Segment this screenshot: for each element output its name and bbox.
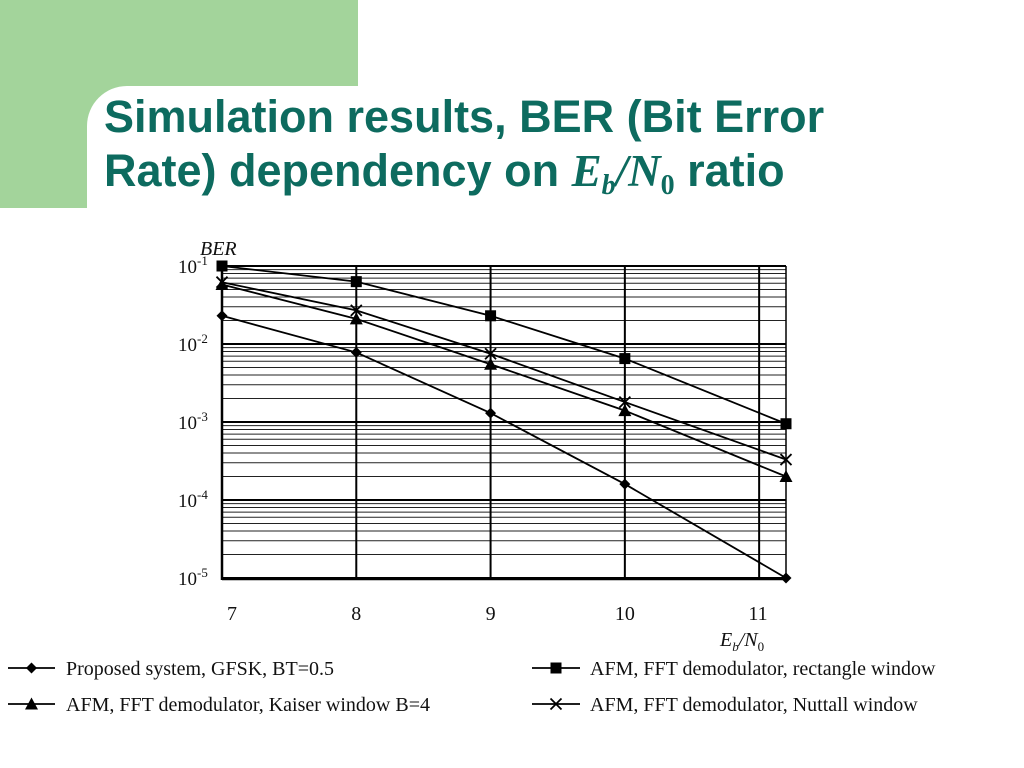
y-tick-exponent: -3	[197, 409, 208, 424]
title-card	[87, 86, 1024, 226]
y-tick-base: 10	[178, 413, 197, 434]
series-line-x	[221, 281, 787, 461]
x-axis-label: Eb/N0	[719, 629, 764, 654]
slide-title: Simulation results, BER (Bit Error Rate)…	[104, 90, 1004, 213]
x-axis-label-sub-b: b	[732, 639, 739, 654]
y-tick-label: 10-4	[178, 487, 208, 512]
y-tick-label: 10-1	[178, 253, 208, 278]
data-point-triangle	[215, 277, 229, 290]
data-point-square	[550, 662, 562, 674]
y-tick-exponent: -2	[197, 331, 208, 346]
legend-item: AFM, FFT demodulator, Nuttall window	[532, 694, 918, 716]
data-point-square	[350, 276, 362, 288]
data-point-diamond	[350, 346, 362, 358]
data-point-x	[350, 304, 363, 317]
legend-item: AFM, FFT demodulator, Kaiser window B=4	[8, 694, 430, 716]
x-tick-label: 9	[486, 603, 496, 625]
title-var-n: N	[628, 146, 661, 196]
data-point-diamond	[619, 478, 631, 490]
legend-item: Proposed system, GFSK, BT=0.5	[8, 658, 334, 680]
x-mark-stroke	[779, 453, 793, 466]
data-point-diamond	[216, 310, 228, 322]
y-tick-base: 10	[178, 335, 197, 356]
y-axis-label: BER	[200, 238, 237, 260]
data-point-triangle	[779, 470, 793, 483]
series-line-diamond	[221, 314, 787, 579]
data-point-square	[780, 418, 792, 430]
x-tick-label: 7	[227, 603, 237, 625]
data-point-x	[484, 347, 497, 360]
data-point-square	[619, 353, 631, 365]
x-mark-stroke	[549, 697, 563, 711]
data-point-diamond	[485, 407, 497, 419]
data-point-triangle	[618, 404, 632, 417]
data-point-triangle	[349, 312, 363, 325]
x-mark-stroke	[350, 304, 363, 317]
title-slash: /	[615, 146, 629, 196]
x-axis-label-e: E	[719, 629, 732, 651]
y-tick-exponent: -4	[197, 487, 208, 502]
y-tick-base: 10	[178, 257, 197, 278]
y-tick-exponent: -1	[197, 253, 208, 268]
legend-label: AFM, FFT demodulator, rectangle window	[590, 658, 936, 680]
legend-label: AFM, FFT demodulator, Nuttall window	[590, 694, 918, 716]
x-axis-label-sub-0: 0	[758, 639, 765, 654]
chart-legend: Proposed system, GFSK, BT=0.5 AFM, FFT de…	[8, 658, 936, 716]
y-tick-exponent: -5	[197, 565, 208, 580]
y-tick-label: 10-2	[178, 331, 208, 356]
x-tick-label: 8	[351, 603, 361, 625]
x-tick-label: 11	[748, 603, 767, 625]
data-point-diamond	[26, 662, 37, 674]
legend-label: Proposed system, GFSK, BT=0.5	[66, 658, 334, 680]
chart-labels: BER Eb/N0 10-110-210-310-410-57 8 9 10 11	[178, 238, 768, 654]
x-tick-label: 10	[615, 603, 635, 625]
data-point-square	[216, 260, 228, 272]
series-line-triangle	[221, 283, 787, 478]
data-point-x	[779, 453, 793, 466]
x-mark-stroke	[215, 276, 229, 289]
data-point-square	[485, 310, 497, 322]
legend-item: AFM, FFT demodulator, rectangle window	[532, 658, 936, 680]
data-point-triangle	[484, 357, 498, 370]
title-line-1: Simulation results, BER (Bit Error	[104, 91, 825, 142]
data-point-diamond	[780, 572, 792, 584]
chart-series	[215, 260, 793, 584]
data-point-triangle	[25, 697, 38, 710]
x-mark-stroke	[618, 395, 631, 409]
title-line-2-prefix: Rate) dependency on	[104, 145, 572, 196]
legend-label: AFM, FFT demodulator, Kaiser window B=4	[66, 694, 430, 716]
y-tick-label: 10-5	[178, 565, 208, 590]
title-suffix: ratio	[674, 145, 785, 196]
x-axis-label-n: /N	[738, 629, 760, 651]
data-point-x	[549, 697, 563, 711]
y-tick-base: 10	[178, 569, 197, 590]
data-point-x	[215, 276, 229, 289]
y-tick-base: 10	[178, 491, 197, 512]
data-point-x	[618, 395, 631, 409]
x-mark-stroke	[484, 347, 497, 360]
ber-chart: BER Eb/N0 10-110-210-310-410-57 8 9 10 11 Pr…	[8, 238, 936, 716]
y-tick-label: 10-3	[178, 409, 208, 434]
title-sub-b: b	[601, 170, 616, 201]
chart-grid	[221, 265, 787, 579]
title-var-e: E	[571, 146, 602, 196]
title-sub-0: 0	[660, 170, 675, 201]
